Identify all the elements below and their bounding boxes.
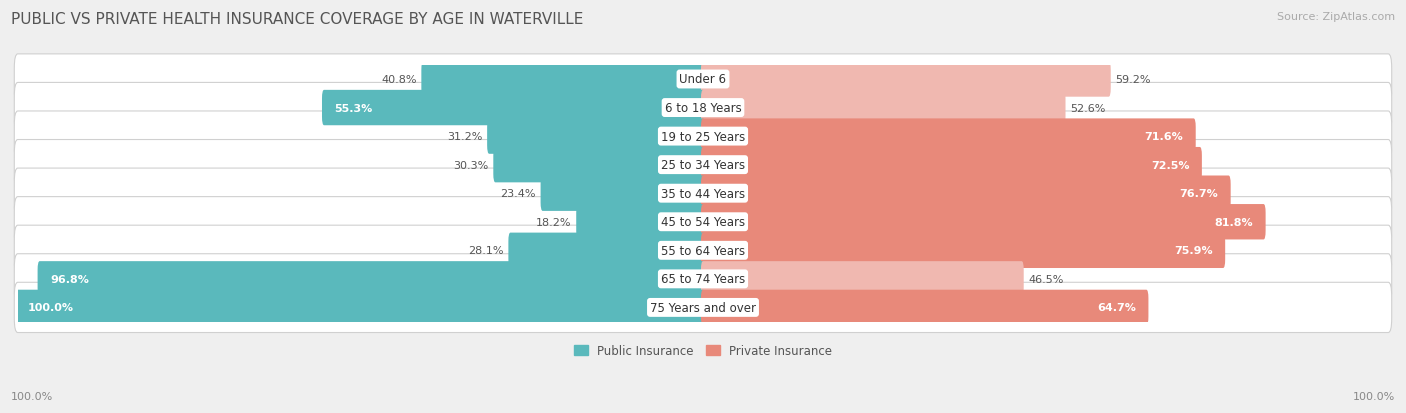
Text: 46.5%: 46.5% xyxy=(1029,274,1064,284)
Legend: Public Insurance, Private Insurance: Public Insurance, Private Insurance xyxy=(569,340,837,362)
Text: 100.0%: 100.0% xyxy=(28,303,75,313)
Text: 30.3%: 30.3% xyxy=(453,160,488,170)
Text: 52.6%: 52.6% xyxy=(1070,103,1105,113)
FancyBboxPatch shape xyxy=(702,90,1066,126)
Text: 59.2%: 59.2% xyxy=(1115,75,1152,85)
Text: 19 to 25 Years: 19 to 25 Years xyxy=(661,130,745,143)
FancyBboxPatch shape xyxy=(14,254,1392,304)
FancyBboxPatch shape xyxy=(702,62,1111,97)
Text: Source: ZipAtlas.com: Source: ZipAtlas.com xyxy=(1277,12,1395,22)
Text: 76.7%: 76.7% xyxy=(1180,189,1219,199)
Text: 55.3%: 55.3% xyxy=(335,103,373,113)
FancyBboxPatch shape xyxy=(576,204,704,240)
Text: 96.8%: 96.8% xyxy=(51,274,89,284)
FancyBboxPatch shape xyxy=(14,112,1392,162)
FancyBboxPatch shape xyxy=(14,197,1392,247)
Text: 45 to 54 Years: 45 to 54 Years xyxy=(661,216,745,229)
Text: 40.8%: 40.8% xyxy=(381,75,416,85)
Text: 55 to 64 Years: 55 to 64 Years xyxy=(661,244,745,257)
FancyBboxPatch shape xyxy=(486,119,704,154)
FancyBboxPatch shape xyxy=(38,261,704,297)
Text: 100.0%: 100.0% xyxy=(1353,392,1395,401)
Text: 35 to 44 Years: 35 to 44 Years xyxy=(661,187,745,200)
FancyBboxPatch shape xyxy=(14,55,1392,105)
Text: 65 to 74 Years: 65 to 74 Years xyxy=(661,273,745,286)
Text: 81.8%: 81.8% xyxy=(1215,217,1253,227)
FancyBboxPatch shape xyxy=(15,290,704,325)
FancyBboxPatch shape xyxy=(702,147,1202,183)
FancyBboxPatch shape xyxy=(422,62,704,97)
FancyBboxPatch shape xyxy=(702,176,1230,211)
Text: 25 to 34 Years: 25 to 34 Years xyxy=(661,159,745,172)
FancyBboxPatch shape xyxy=(702,204,1265,240)
FancyBboxPatch shape xyxy=(14,282,1392,333)
Text: 6 to 18 Years: 6 to 18 Years xyxy=(665,102,741,115)
FancyBboxPatch shape xyxy=(494,147,704,183)
Text: 18.2%: 18.2% xyxy=(536,217,571,227)
Text: Under 6: Under 6 xyxy=(679,74,727,86)
FancyBboxPatch shape xyxy=(702,119,1195,154)
FancyBboxPatch shape xyxy=(14,225,1392,276)
FancyBboxPatch shape xyxy=(702,261,1024,297)
Text: 31.2%: 31.2% xyxy=(447,132,482,142)
Text: 75 Years and over: 75 Years and over xyxy=(650,301,756,314)
Text: 23.4%: 23.4% xyxy=(501,189,536,199)
Text: 28.1%: 28.1% xyxy=(468,246,503,256)
Text: 100.0%: 100.0% xyxy=(11,392,53,401)
FancyBboxPatch shape xyxy=(322,90,704,126)
Text: 71.6%: 71.6% xyxy=(1144,132,1184,142)
FancyBboxPatch shape xyxy=(702,290,1149,325)
FancyBboxPatch shape xyxy=(14,140,1392,190)
FancyBboxPatch shape xyxy=(702,233,1225,268)
FancyBboxPatch shape xyxy=(14,83,1392,133)
Text: 75.9%: 75.9% xyxy=(1174,246,1213,256)
Text: 64.7%: 64.7% xyxy=(1097,303,1136,313)
Text: 72.5%: 72.5% xyxy=(1152,160,1189,170)
FancyBboxPatch shape xyxy=(509,233,704,268)
FancyBboxPatch shape xyxy=(14,169,1392,219)
Text: PUBLIC VS PRIVATE HEALTH INSURANCE COVERAGE BY AGE IN WATERVILLE: PUBLIC VS PRIVATE HEALTH INSURANCE COVER… xyxy=(11,12,583,27)
FancyBboxPatch shape xyxy=(540,176,704,211)
